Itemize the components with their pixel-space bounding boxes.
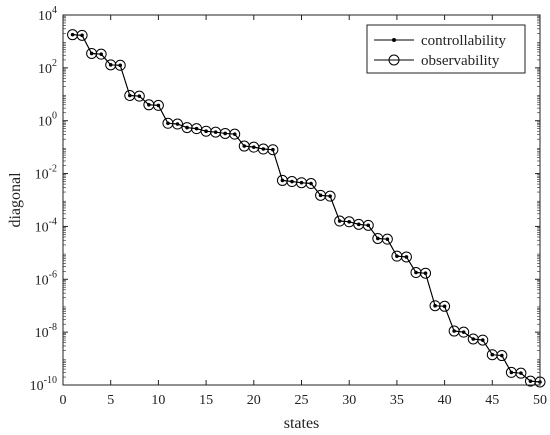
data-point-controllability — [299, 180, 304, 185]
data-point-controllability — [423, 271, 428, 275]
data-point-controllability — [290, 179, 294, 184]
legend-controllability-label: controllability — [421, 33, 506, 49]
y-tick-label: 10-8 — [35, 322, 57, 341]
data-point-controllability — [185, 125, 189, 130]
data-point-controllability — [318, 193, 323, 198]
data-point-controllability — [490, 352, 495, 357]
data-point-controllability — [252, 145, 256, 149]
series-markers — [67, 29, 546, 388]
data-point-observability — [267, 144, 279, 156]
plot-area — [63, 15, 540, 385]
data-point-observability — [229, 128, 241, 140]
data-point-controllability — [271, 147, 275, 152]
y-tick-label: 10-4 — [35, 216, 57, 235]
data-point-controllability — [99, 52, 103, 56]
data-point-observability — [171, 118, 183, 130]
data-point-controllability — [147, 103, 151, 107]
data-point-observability — [400, 251, 412, 263]
data-point-controllability — [376, 236, 380, 241]
data-point-controllability — [89, 51, 94, 56]
y-tick-label: 10-2 — [35, 164, 57, 183]
x-tick-label: 5 — [107, 393, 114, 408]
data-point-controllability — [404, 255, 409, 259]
data-point-controllability — [528, 379, 533, 383]
data-point-controllability — [452, 329, 456, 333]
x-tick-label: 20 — [247, 393, 261, 408]
x-axis-label: states — [284, 415, 320, 432]
data-point-observability — [496, 350, 508, 362]
data-point-controllability — [156, 103, 161, 108]
data-point-controllability — [433, 303, 437, 308]
x-tick-label: 40 — [438, 393, 452, 408]
y-tick-label: 102 — [38, 58, 57, 77]
x-tick-label: 50 — [533, 393, 547, 408]
data-point-observability — [420, 267, 432, 279]
x-tick-label: 15 — [199, 393, 213, 408]
data-point-controllability — [385, 237, 390, 241]
data-point-controllability — [500, 353, 504, 358]
data-point-controllability — [175, 122, 180, 126]
data-point-controllability — [127, 93, 132, 98]
y-tick-label: 10-10 — [30, 375, 57, 394]
data-point-controllability — [414, 270, 418, 275]
data-point-controllability — [366, 223, 371, 228]
data-point-controllability — [204, 129, 208, 134]
x-tick-label: 10 — [151, 393, 165, 408]
data-point-controllability — [509, 370, 514, 375]
data-point-controllability — [194, 126, 199, 131]
data-point-controllability — [471, 337, 476, 341]
data-point-controllability — [280, 178, 285, 183]
data-point-controllability — [70, 32, 75, 37]
data-point-observability — [515, 367, 527, 379]
data-point-controllability — [461, 330, 466, 334]
data-point-controllability — [118, 63, 123, 68]
data-point-controllability — [519, 371, 523, 375]
data-point-observability — [439, 300, 451, 312]
y-tick-label: 104 — [38, 5, 57, 24]
legend: controllability observability — [366, 24, 526, 74]
data-point-controllability — [261, 147, 266, 151]
y-axis-label: diagonal — [7, 172, 24, 228]
data-point-observability — [305, 178, 317, 190]
legend-observability-marker — [388, 54, 400, 66]
data-point-observability — [458, 326, 470, 338]
data-point-controllability — [108, 63, 113, 67]
data-point-observability — [362, 219, 374, 231]
plot-frame — [62, 14, 541, 386]
data-point-controllability — [347, 219, 352, 224]
data-point-controllability — [242, 144, 247, 148]
data-point-controllability — [166, 121, 170, 126]
data-point-controllability — [356, 222, 361, 227]
data-point-controllability — [223, 131, 227, 136]
data-point-observability — [477, 334, 489, 346]
data-point-controllability — [232, 132, 237, 136]
legend-observability-label: observability — [421, 53, 500, 69]
data-point-controllability — [309, 181, 313, 186]
data-point-controllability — [442, 304, 447, 309]
y-tick-label: 10-6 — [35, 269, 57, 288]
data-point-controllability — [80, 33, 84, 38]
data-point-observability — [381, 233, 393, 245]
y-tick-label: 100 — [38, 111, 57, 130]
data-point-controllability — [480, 338, 485, 342]
data-point-observability — [324, 190, 336, 202]
x-tick-label: 0 — [60, 393, 67, 408]
x-tick-label: 35 — [390, 393, 404, 408]
data-point-observability — [95, 48, 107, 60]
data-point-controllability — [337, 219, 342, 223]
data-point-observability — [152, 99, 164, 111]
data-point-controllability — [213, 130, 218, 134]
data-point-controllability — [137, 94, 142, 98]
data-point-controllability — [328, 194, 332, 198]
x-tick-label: 25 — [295, 393, 309, 408]
data-point-observability — [133, 90, 145, 102]
legend-controllability-marker — [392, 38, 396, 42]
data-point-observability — [114, 59, 126, 71]
x-tick-label: 30 — [342, 393, 356, 408]
x-tick-label: 45 — [485, 393, 499, 408]
data-point-controllability — [395, 254, 399, 258]
data-point-observability — [76, 29, 88, 41]
x-axis-ticks: 0 5 10 15 20 25 30 35 40 45 50 — [60, 15, 547, 408]
